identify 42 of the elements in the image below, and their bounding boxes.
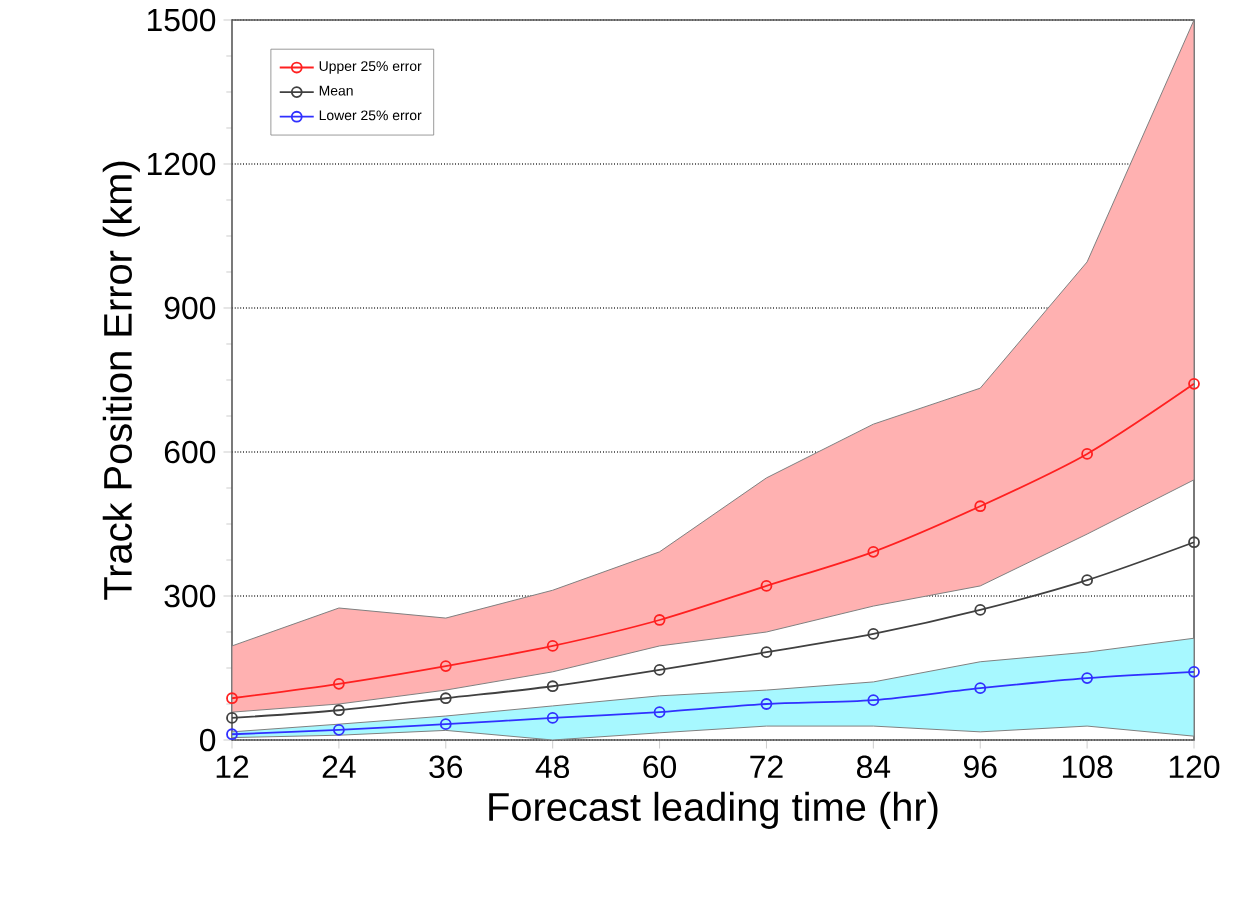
x-tick-label: 72 (750, 755, 783, 778)
point (1081, 448, 1093, 460)
x-tick-label: 84 (856, 755, 891, 779)
point (974, 500, 987, 513)
y-tick-label: 0 (199, 728, 216, 752)
point (1081, 672, 1093, 684)
y-tick-label: 600 (164, 440, 216, 464)
point (653, 664, 666, 676)
point (653, 614, 666, 626)
point (333, 724, 345, 736)
point (760, 698, 773, 710)
x-tick-label: 12 (216, 755, 249, 778)
y-tick-label: 1500 (147, 8, 216, 32)
x-tick-label: 36 (429, 755, 463, 779)
point (867, 545, 880, 558)
y-tick-label: 1200 (147, 152, 216, 176)
x-tick-label: 24 (322, 755, 356, 778)
x-tick-label: 96 (964, 755, 997, 779)
point (439, 692, 452, 705)
point (653, 706, 666, 719)
point (760, 646, 773, 659)
point (333, 704, 345, 717)
point (867, 628, 880, 640)
point (546, 680, 559, 693)
point (974, 682, 987, 695)
point (974, 604, 987, 616)
x-axis-title: Forecast leading time (hr) (489, 791, 938, 829)
x-tick-label: 120 (1169, 755, 1220, 779)
point (439, 660, 452, 672)
point (546, 640, 559, 652)
point (439, 718, 452, 731)
point (867, 694, 880, 707)
point (760, 580, 773, 592)
x-tick-label: 48 (535, 755, 570, 779)
point (546, 712, 559, 724)
y-tick-label: 300 (164, 584, 216, 608)
y-tick-label: 900 (164, 296, 216, 320)
point (1081, 574, 1093, 587)
point (333, 677, 345, 690)
y-axis-title: Track Position Error (km) (102, 161, 140, 600)
x-tick-label: 108 (1062, 755, 1113, 779)
x-tick-label: 60 (643, 755, 677, 779)
